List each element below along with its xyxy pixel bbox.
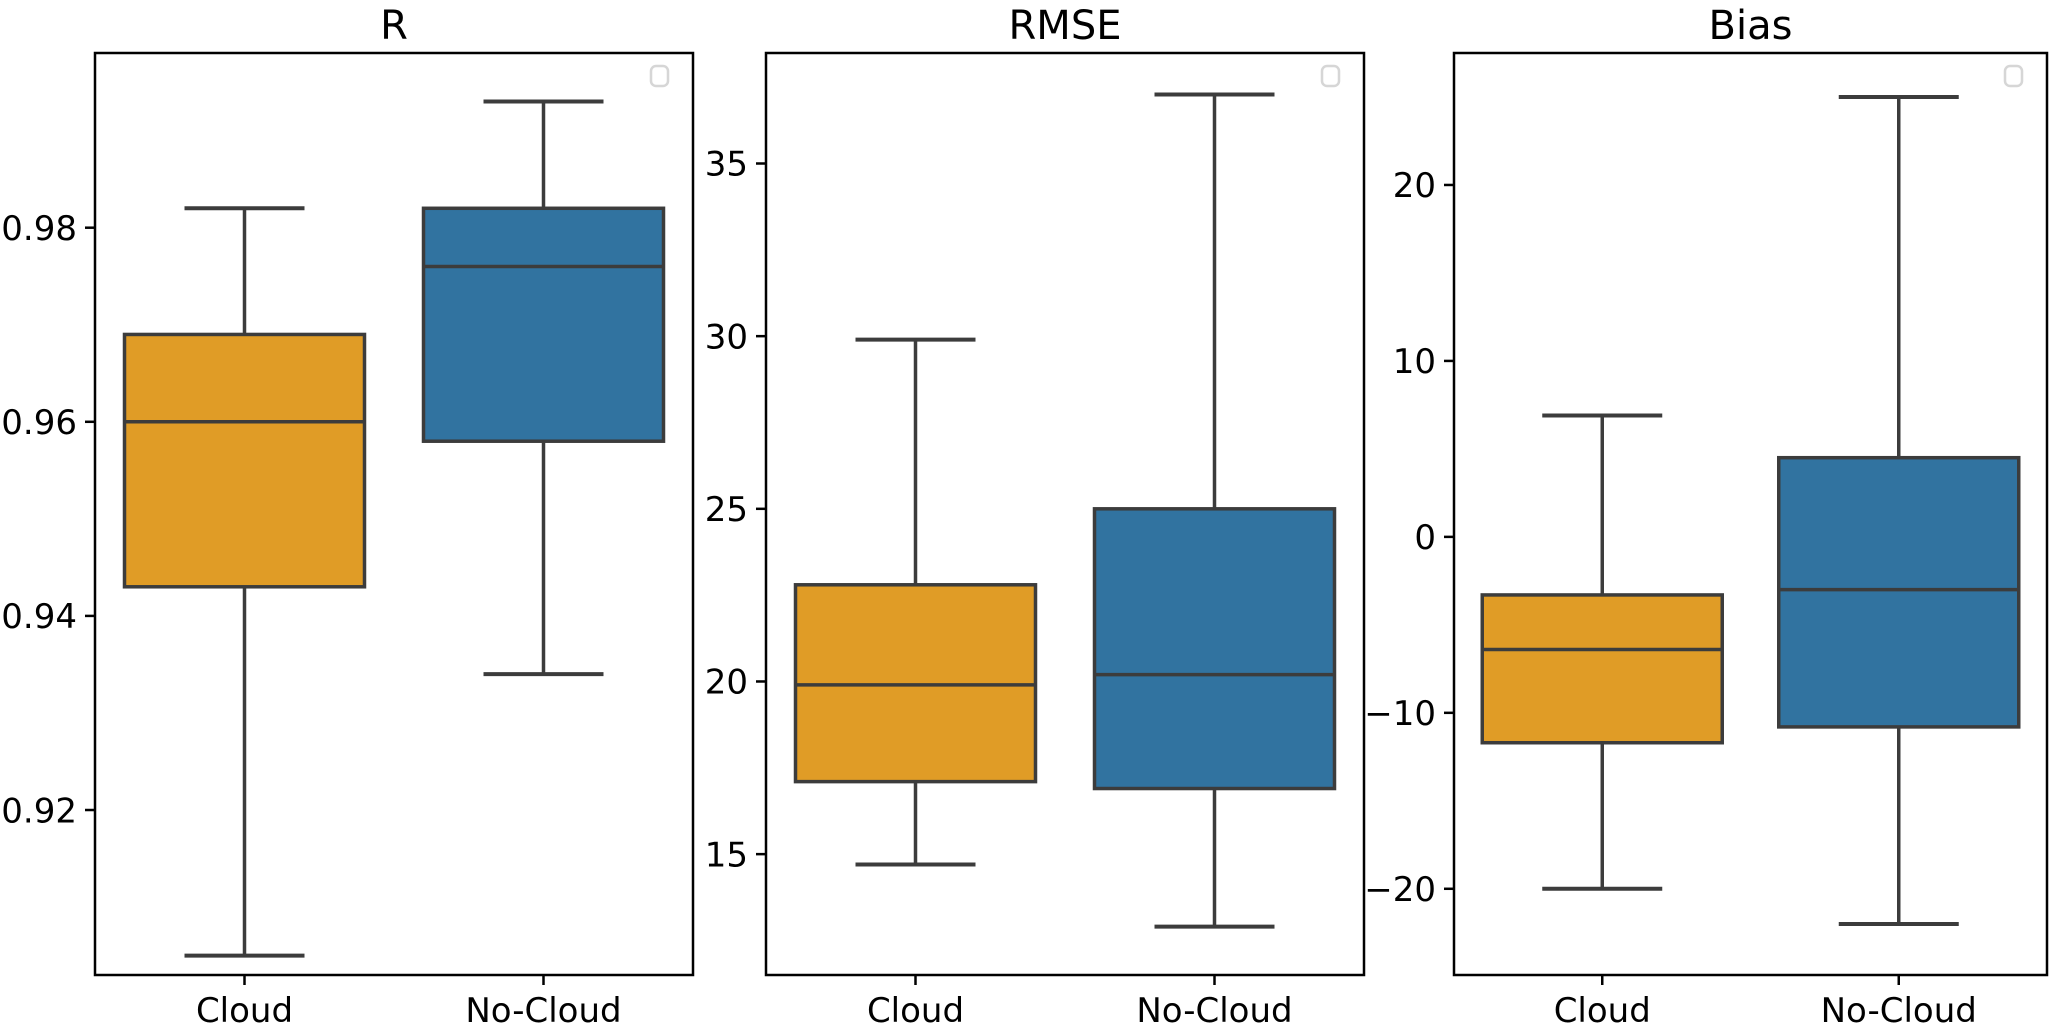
subplot-title-r: R	[380, 3, 408, 49]
axes-border	[93, 51, 695, 977]
axes-border	[1452, 51, 2049, 977]
subplot-rmse: 15 20 25 30 35 Cloud No-Cloud	[705, 51, 1366, 1027]
legend-box-icon	[1320, 64, 1341, 88]
y-tick-label: 20	[705, 663, 748, 703]
y-tick-label: −10	[1364, 694, 1436, 734]
y-tick-label: 0.92	[1, 791, 77, 831]
y-tick-label: 0	[1414, 518, 1436, 558]
y-tick-label: 0.94	[1, 597, 77, 637]
x-tick-label: No-Cloud	[1821, 991, 1977, 1027]
box-no-cloud	[421, 206, 666, 443]
y-tick-label: 0.98	[1, 209, 77, 249]
box-cloud	[122, 332, 367, 589]
subplot-bias: −20 −10 0 10 20 Cloud No-Cloud	[1364, 51, 2049, 1027]
subplot-title-rmse: RMSE	[1008, 3, 1122, 49]
box-no-cloud	[1092, 507, 1337, 791]
box-no-cloud	[1777, 455, 2021, 729]
box-cloud	[1480, 593, 1724, 745]
y-tick-label: 15	[705, 835, 748, 875]
legend-box-icon	[649, 64, 670, 88]
y-tick-label: 20	[1393, 166, 1436, 206]
x-tick-label: Cloud	[867, 991, 964, 1027]
legend-box-icon	[2003, 64, 2024, 88]
y-tick-label: 35	[705, 145, 748, 185]
x-tick-label: No-Cloud	[465, 991, 621, 1027]
y-tick-label: −20	[1364, 870, 1436, 910]
x-tick-label: Cloud	[1554, 991, 1651, 1027]
y-tick-label: 0.96	[1, 403, 77, 443]
subplot-r: 0.92 0.94 0.96 0.98 Cloud No-Cloud	[1, 51, 695, 1027]
subplot-title-bias: Bias	[1708, 3, 1793, 49]
y-tick-label: 30	[705, 317, 748, 357]
x-tick-label: Cloud	[196, 991, 293, 1027]
y-tick-label: 25	[705, 490, 748, 530]
y-tick-label: 10	[1393, 342, 1436, 382]
x-tick-label: No-Cloud	[1136, 991, 1292, 1027]
axes-border	[764, 51, 1366, 977]
